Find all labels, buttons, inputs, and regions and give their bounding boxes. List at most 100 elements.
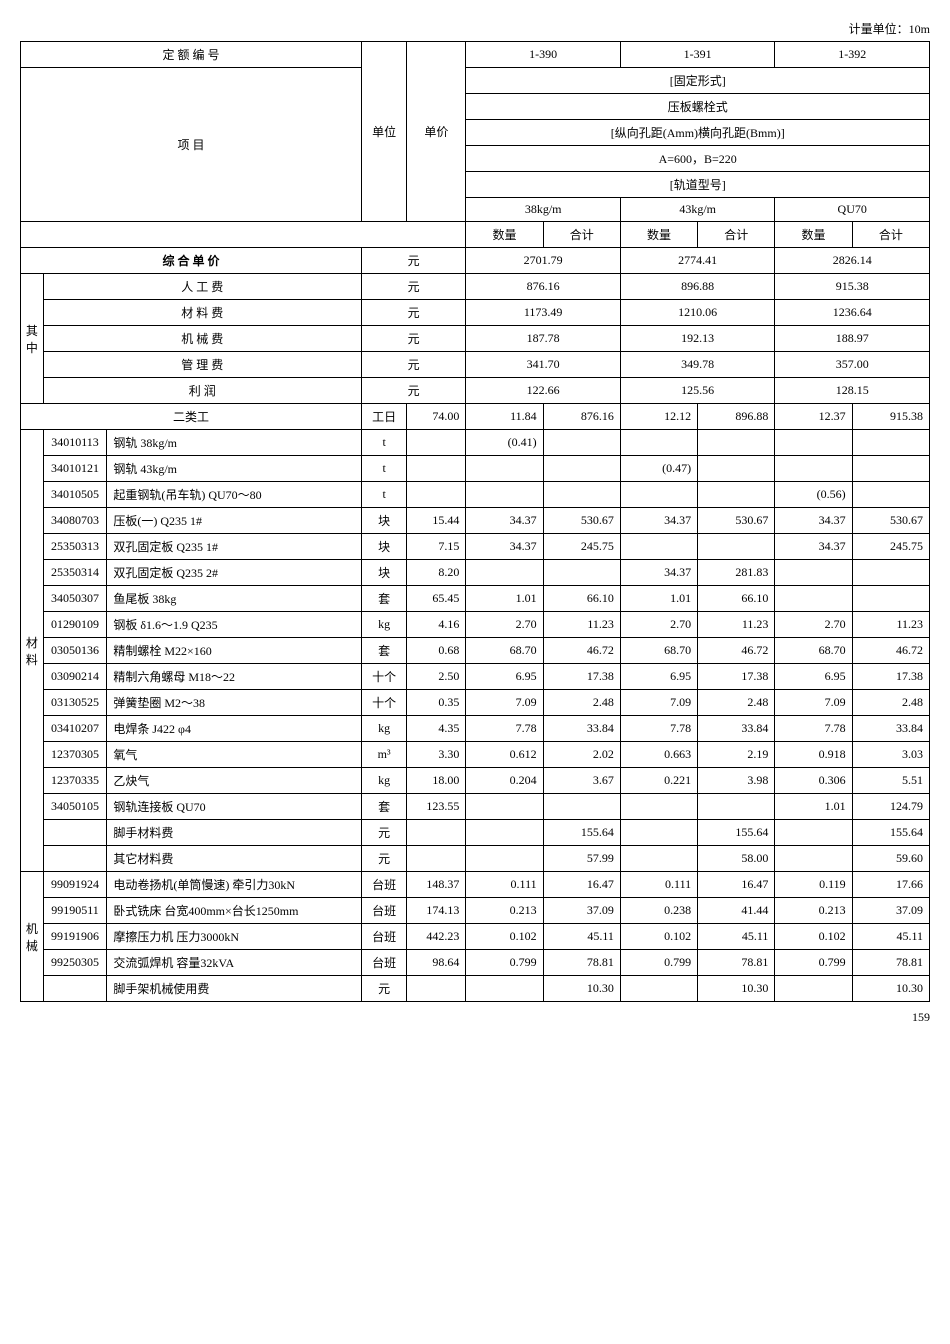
row-cell: 2.70 — [620, 612, 697, 638]
row-cell: 45.11 — [543, 924, 620, 950]
row-unit: t — [361, 430, 406, 456]
cost-val: 128.15 — [775, 378, 930, 404]
row-cell: 0.213 — [775, 898, 852, 924]
row-cell: 530.67 — [852, 508, 929, 534]
unit-label: 计量单位：10m — [20, 20, 930, 37]
hdr-sum-2: 合计 — [852, 222, 929, 248]
row-unit: 十个 — [361, 664, 406, 690]
row-cell: 46.72 — [698, 638, 775, 664]
cost-val: 1173.49 — [466, 300, 621, 326]
row-cell: (0.41) — [466, 430, 543, 456]
row-cell: 2.19 — [698, 742, 775, 768]
hdr-qty-1: 数量 — [620, 222, 697, 248]
row-cell: 34.37 — [466, 508, 543, 534]
row-cell — [775, 586, 852, 612]
cost-val: 896.88 — [620, 274, 775, 300]
cost-val: 1210.06 — [620, 300, 775, 326]
row-code: 34050307 — [43, 586, 107, 612]
row-price — [407, 482, 466, 508]
row-cell: (0.47) — [620, 456, 697, 482]
cost-val: 876.16 — [466, 274, 621, 300]
row-cell: 124.79 — [852, 794, 929, 820]
hdr-fixed-form: [固定形式] — [466, 68, 930, 94]
row-cell — [698, 430, 775, 456]
row-price: 4.16 — [407, 612, 466, 638]
row-cell: 34.37 — [775, 508, 852, 534]
row-cell: 0.799 — [466, 950, 543, 976]
hdr-sum-1: 合计 — [698, 222, 775, 248]
row-cell: 155.64 — [852, 820, 929, 846]
labor-c4: 12.37 — [775, 404, 852, 430]
row-price: 2.50 — [407, 664, 466, 690]
hdr-qty-0: 数量 — [466, 222, 543, 248]
row-cell — [466, 846, 543, 872]
row-price: 15.44 — [407, 508, 466, 534]
row-price — [407, 456, 466, 482]
cost-val: 125.56 — [620, 378, 775, 404]
row-cell: 1.01 — [466, 586, 543, 612]
row-cell: 3.67 — [543, 768, 620, 794]
row-price — [407, 820, 466, 846]
row-cell: 7.09 — [620, 690, 697, 716]
row-code: 34010113 — [43, 430, 107, 456]
row-name: 双孔固定板 Q235 1# — [107, 534, 362, 560]
row-cell — [620, 534, 697, 560]
row-name: 钢轨 38kg/m — [107, 430, 362, 456]
row-cell: 57.99 — [543, 846, 620, 872]
row-unit: 台班 — [361, 924, 406, 950]
row-cell: 68.70 — [620, 638, 697, 664]
row-cell: 17.38 — [698, 664, 775, 690]
cost-unit: 元 — [361, 352, 466, 378]
row-cell: 17.66 — [852, 872, 929, 898]
row-cell: 17.38 — [852, 664, 929, 690]
row-cell: 41.44 — [698, 898, 775, 924]
row-cell: 68.70 — [466, 638, 543, 664]
cost-val: 122.66 — [466, 378, 621, 404]
cost-val: 188.97 — [775, 326, 930, 352]
row-cell: 0.612 — [466, 742, 543, 768]
row-unit: t — [361, 456, 406, 482]
row-unit: 元 — [361, 976, 406, 1002]
row-cell: 0.799 — [620, 950, 697, 976]
cost-label: 管 理 费 — [43, 352, 361, 378]
row-name: 卧式铣床 台宽400mm×台长1250mm — [107, 898, 362, 924]
row-cell: 46.72 — [543, 638, 620, 664]
row-cell: 45.11 — [852, 924, 929, 950]
row-cell: 0.221 — [620, 768, 697, 794]
row-name: 双孔固定板 Q235 2# — [107, 560, 362, 586]
cost-val: 349.78 — [620, 352, 775, 378]
row-code: 99191906 — [43, 924, 107, 950]
cost-unit: 元 — [361, 378, 466, 404]
row-cell — [620, 430, 697, 456]
row-name: 钢板 δ1.6～1.9 Q235 — [107, 612, 362, 638]
row-cell — [775, 456, 852, 482]
group-side: 材料 — [21, 430, 44, 872]
row-name: 压板(一) Q235 1# — [107, 508, 362, 534]
row-cell: 7.09 — [466, 690, 543, 716]
row-name: 电动卷扬机(单筒慢速) 牵引力30kN — [107, 872, 362, 898]
row-unit: 块 — [361, 560, 406, 586]
row-cell: 78.81 — [852, 950, 929, 976]
row-cell: 7.78 — [466, 716, 543, 742]
row-cell — [698, 456, 775, 482]
row-cell: 155.64 — [698, 820, 775, 846]
row-cell — [466, 820, 543, 846]
row-name: 脚手材料费 — [107, 820, 362, 846]
row-cell: 68.70 — [775, 638, 852, 664]
cost-val: 192.13 — [620, 326, 775, 352]
hdr-spec-2: QU70 — [775, 198, 930, 222]
row-code: 99190511 — [43, 898, 107, 924]
row-cell: 34.37 — [620, 560, 697, 586]
row-name: 钢轨 43kg/m — [107, 456, 362, 482]
row-cell — [466, 560, 543, 586]
row-code: 99091924 — [43, 872, 107, 898]
row-cell — [775, 820, 852, 846]
row-cell: 0.663 — [620, 742, 697, 768]
row-cell: 33.84 — [698, 716, 775, 742]
hdr-ab-spec: A=600，B=220 — [466, 146, 930, 172]
row-code: 03050136 — [43, 638, 107, 664]
hdr-qty-2: 数量 — [775, 222, 852, 248]
row-cell — [698, 794, 775, 820]
row-cell: 11.23 — [698, 612, 775, 638]
row-price: 18.00 — [407, 768, 466, 794]
